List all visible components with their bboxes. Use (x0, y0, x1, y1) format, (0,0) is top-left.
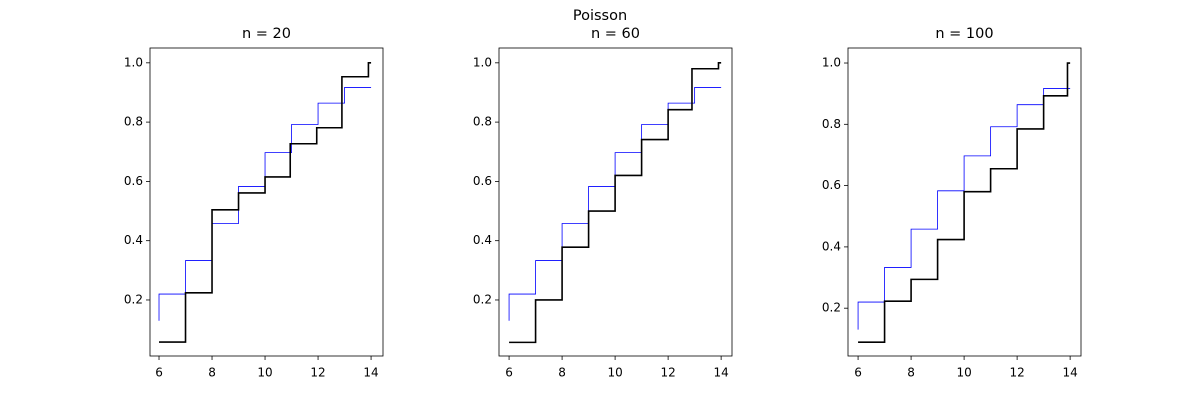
x-tick-label: 14 (1062, 366, 1077, 380)
axes-frame (498, 47, 733, 357)
y-tick-label: 0.8 (124, 115, 143, 129)
y-tick-label: 0.2 (473, 292, 492, 306)
x-tick-label: 12 (660, 366, 675, 380)
y-tick-label: 1.0 (822, 56, 841, 70)
subplot-title: n = 20 (242, 26, 291, 42)
y-tick-label: 0.4 (124, 233, 143, 247)
x-tick-label: 14 (363, 366, 378, 380)
y-tick-label: 0.4 (822, 239, 841, 253)
step-line (159, 62, 372, 343)
step-line (857, 88, 1071, 330)
axes-frame (847, 47, 1082, 357)
step-line (158, 87, 372, 321)
y-tick-label: 1.0 (473, 55, 492, 69)
x-tick-label: 8 (558, 366, 566, 380)
y-tick-label: 0.6 (822, 178, 841, 192)
step-line (858, 62, 1071, 344)
x-tick-label: 10 (607, 366, 622, 380)
figure-title: Poisson (573, 8, 627, 24)
x-tick-label: 12 (310, 366, 325, 380)
subplot-title: n = 60 (591, 26, 640, 42)
x-tick-label: 8 (907, 366, 915, 380)
y-tick-label: 0.4 (473, 233, 492, 247)
y-tick-label: 0.6 (124, 174, 143, 188)
x-tick-label: 14 (713, 366, 728, 380)
y-tick-label: 0.8 (473, 115, 492, 129)
y-tick-label: 0.2 (822, 301, 841, 315)
x-tick-label: 8 (208, 366, 216, 380)
axes-frame (149, 47, 384, 357)
x-tick-label: 6 (155, 366, 163, 380)
step-line (509, 62, 722, 344)
x-tick-label: 6 (854, 366, 862, 380)
y-tick-label: 0.8 (822, 117, 841, 131)
x-tick-label: 10 (956, 366, 971, 380)
y-tick-label: 1.0 (124, 55, 143, 69)
y-tick-label: 0.6 (473, 174, 492, 188)
x-tick-label: 10 (257, 366, 272, 380)
x-tick-label: 6 (505, 366, 513, 380)
x-tick-label: 12 (1009, 366, 1024, 380)
y-tick-label: 0.2 (124, 292, 143, 306)
subplot-title: n = 100 (935, 26, 993, 42)
